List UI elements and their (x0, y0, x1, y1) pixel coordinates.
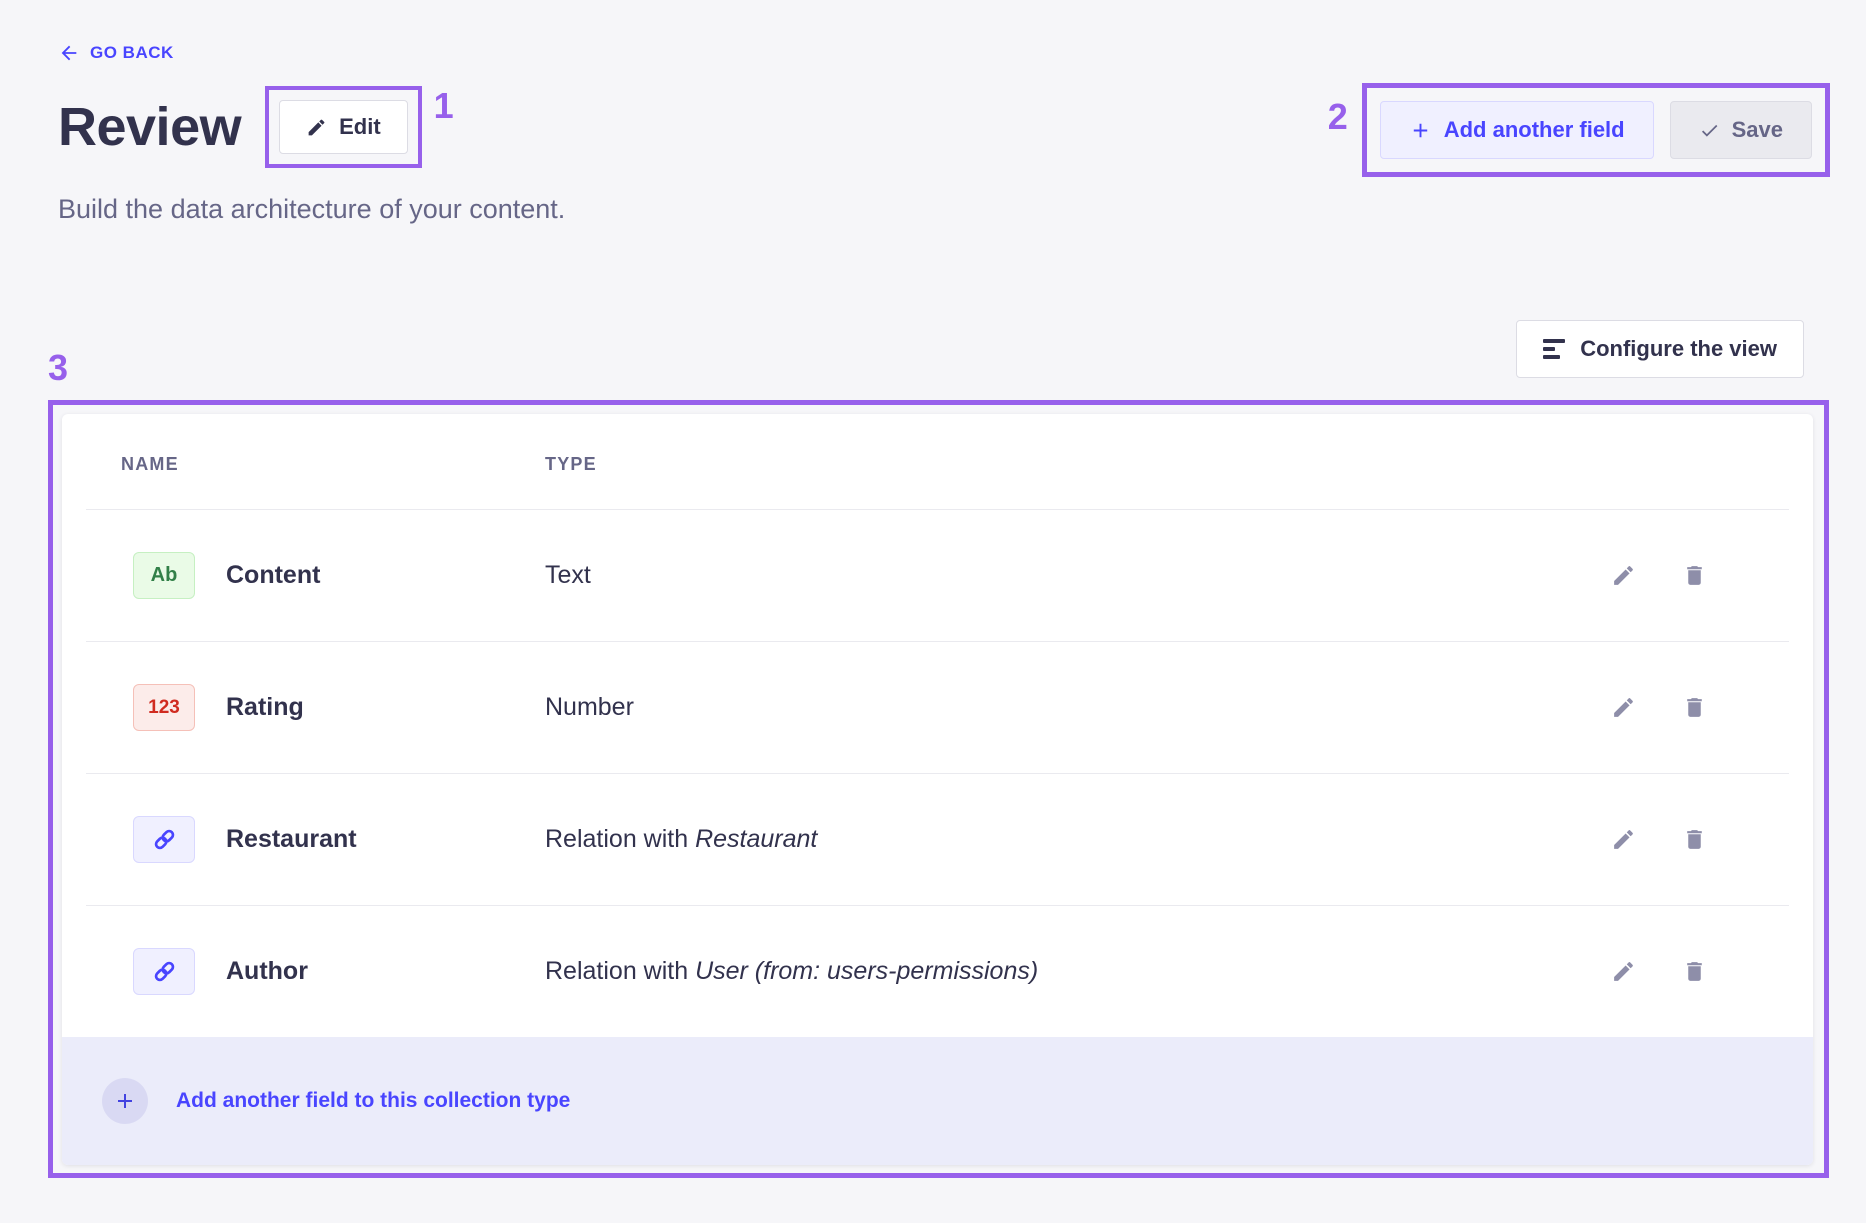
field-type: Text (545, 561, 1611, 590)
field-type: Relation with Restaurant (545, 825, 1611, 854)
text-field-icon: Ab (133, 552, 195, 599)
divider (86, 905, 1789, 906)
field-type: Relation with User (from: users-permissi… (545, 957, 1611, 986)
field-type-text: Relation with (545, 825, 696, 853)
header-actions: 2 Add another field Save (1328, 83, 1830, 177)
field-type-text: Relation with (545, 957, 696, 985)
field-name-cell: 123 Rating (133, 684, 545, 731)
check-icon (1701, 124, 1717, 137)
field-type-text: Number (545, 693, 634, 721)
plus-icon (1413, 123, 1427, 137)
field-type-text: Text (545, 561, 591, 589)
pencil-icon (1614, 566, 1633, 585)
trash-icon (1687, 566, 1702, 585)
divider (86, 773, 1789, 774)
page-title: Review (58, 96, 242, 157)
title-row: Review Edit 1 (58, 86, 454, 168)
trash-icon (1687, 962, 1702, 981)
number-field-icon: 123 (133, 684, 195, 731)
go-back-label: GO BACK (90, 43, 174, 62)
relation-field-icon (133, 816, 195, 863)
field-type-target: Restaurant (695, 825, 818, 853)
pencil-icon (1614, 962, 1633, 981)
table-row: 123 Rating Number (62, 642, 1813, 773)
annotation-label-3: 3 (48, 347, 69, 388)
chain-link-icon (154, 829, 174, 850)
add-field-row-button[interactable]: Add another field to this collection typ… (62, 1037, 1813, 1165)
annotation-label-2: 2 (1327, 96, 1348, 137)
fields-table: NAME TYPE Ab Content Text 123 Rating Num… (62, 414, 1813, 1165)
annotation-box-3: NAME TYPE Ab Content Text 123 Rating Num… (48, 400, 1829, 1178)
divider (86, 509, 1789, 510)
chain-link-icon (154, 961, 174, 982)
page-subtitle: Build the data architecture of your cont… (58, 194, 566, 224)
field-type: Number (545, 693, 1611, 722)
arrow-left-icon (61, 45, 77, 61)
field-name: Rating (226, 693, 304, 721)
add-field-row-label: Add another field to this collection typ… (176, 1089, 571, 1112)
configure-view-button[interactable]: Configure the view (1516, 320, 1804, 378)
annotation-box-1: Edit (265, 86, 422, 168)
field-name: Content (226, 561, 321, 589)
add-another-field-button[interactable]: Add another field (1379, 101, 1654, 159)
pencil-icon (1614, 698, 1633, 717)
pencil-icon (1614, 830, 1633, 849)
trash-icon (1687, 698, 1702, 717)
column-header-name: NAME (121, 454, 179, 474)
field-name-cell: Ab Content (133, 552, 545, 599)
table-row: Restaurant Relation with Restaurant (62, 774, 1813, 905)
edit-button-label: Edit (339, 114, 381, 139)
delete-field-button[interactable] (1682, 695, 1707, 720)
plus-circle-icon (102, 1078, 148, 1124)
annotation-box-2: Add another field Save (1361, 83, 1830, 177)
field-name: Author (226, 957, 308, 985)
configure-view-label: Configure the view (1580, 336, 1777, 361)
delete-field-button[interactable] (1682, 959, 1707, 984)
edit-field-button[interactable] (1611, 695, 1636, 720)
column-header-type: TYPE (545, 454, 597, 474)
plus-icon (118, 1094, 132, 1108)
row-actions (1611, 959, 1707, 984)
layout-lines-icon (1543, 339, 1566, 359)
edit-field-button[interactable] (1611, 563, 1636, 588)
field-name: Restaurant (226, 825, 357, 853)
relation-field-icon (133, 948, 195, 995)
annotation-label-1: 1 (433, 85, 454, 126)
add-another-field-label: Add another field (1443, 117, 1625, 142)
save-button-label: Save (1731, 117, 1783, 142)
field-name-cell: Author (133, 948, 545, 995)
table-header: NAME TYPE (62, 414, 1813, 509)
table-row: Ab Content Text (62, 510, 1813, 641)
row-actions (1611, 695, 1707, 720)
save-button[interactable]: Save (1669, 101, 1812, 159)
field-type-target: User (from: users-permissions) (695, 957, 1039, 985)
table-row: Author Relation with User (from: users-p… (62, 906, 1813, 1037)
edit-field-button[interactable] (1611, 959, 1636, 984)
pencil-icon (308, 119, 325, 135)
divider (86, 641, 1789, 642)
go-back-link[interactable]: GO BACK (58, 42, 174, 64)
delete-field-button[interactable] (1682, 827, 1707, 852)
edit-field-button[interactable] (1611, 827, 1636, 852)
row-actions (1611, 827, 1707, 852)
row-actions (1611, 563, 1707, 588)
delete-field-button[interactable] (1682, 563, 1707, 588)
trash-icon (1687, 830, 1702, 849)
edit-button[interactable]: Edit (279, 100, 408, 154)
field-name-cell: Restaurant (133, 816, 545, 863)
